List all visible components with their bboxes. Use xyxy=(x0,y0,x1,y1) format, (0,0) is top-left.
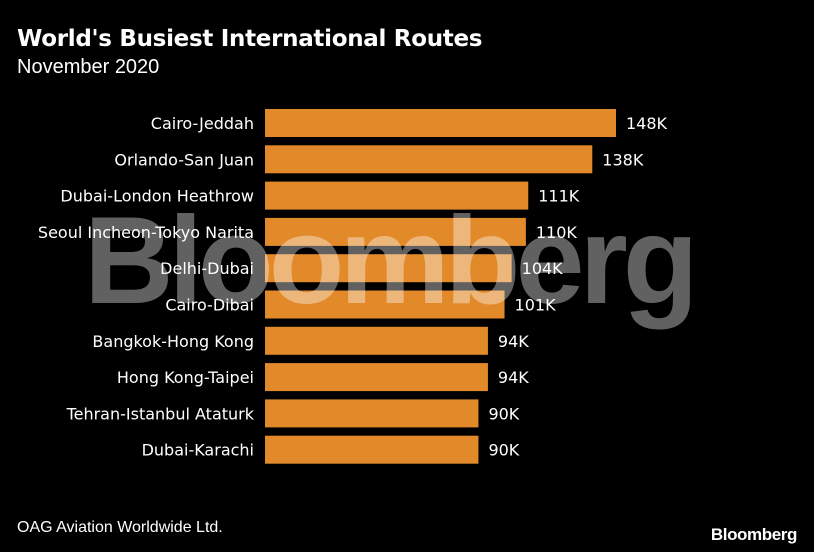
value-label: 94K xyxy=(498,332,529,351)
value-label: 90K xyxy=(488,441,519,460)
value-label: 101K xyxy=(515,296,557,315)
value-label: 148K xyxy=(626,114,668,133)
category-label: Delhi-Dubai xyxy=(160,259,254,278)
category-label: Hong Kong-Taipei xyxy=(117,368,254,387)
bar xyxy=(265,217,526,246)
category-label: Cairo-Dibai xyxy=(165,296,254,315)
bar xyxy=(265,435,479,464)
chart-title: World's Busiest International Routes xyxy=(17,26,483,52)
value-label: 110K xyxy=(536,223,578,242)
category-label: Dubai-Karachi xyxy=(142,441,254,460)
value-label: 94K xyxy=(498,368,529,387)
bar xyxy=(265,181,529,210)
category-label: Orlando-San Juan xyxy=(114,150,254,169)
category-label: Tehran-Istanbul Ataturk xyxy=(66,404,255,423)
value-label: 138K xyxy=(602,150,644,169)
bar xyxy=(265,399,479,428)
bloomberg-logo: Bloomberg xyxy=(710,525,798,544)
category-label: Bangkok-Hong Kong xyxy=(92,332,254,351)
chart-subtitle: November 2020 xyxy=(17,56,160,78)
bar xyxy=(265,254,512,283)
bar xyxy=(265,145,593,174)
value-label: 111K xyxy=(538,187,580,206)
bar xyxy=(265,290,505,319)
source-note: OAG Aviation Worldwide Ltd. xyxy=(17,519,223,536)
category-label: Seoul Incheon-Tokyo Narita xyxy=(38,223,254,242)
category-label: Dubai-London Heathrow xyxy=(60,187,254,206)
value-label: 90K xyxy=(488,404,519,423)
bar xyxy=(265,326,488,355)
category-label: Cairo-Jeddah xyxy=(151,114,254,133)
value-label: 104K xyxy=(522,259,564,278)
bar xyxy=(265,363,488,392)
bar xyxy=(265,109,616,137)
